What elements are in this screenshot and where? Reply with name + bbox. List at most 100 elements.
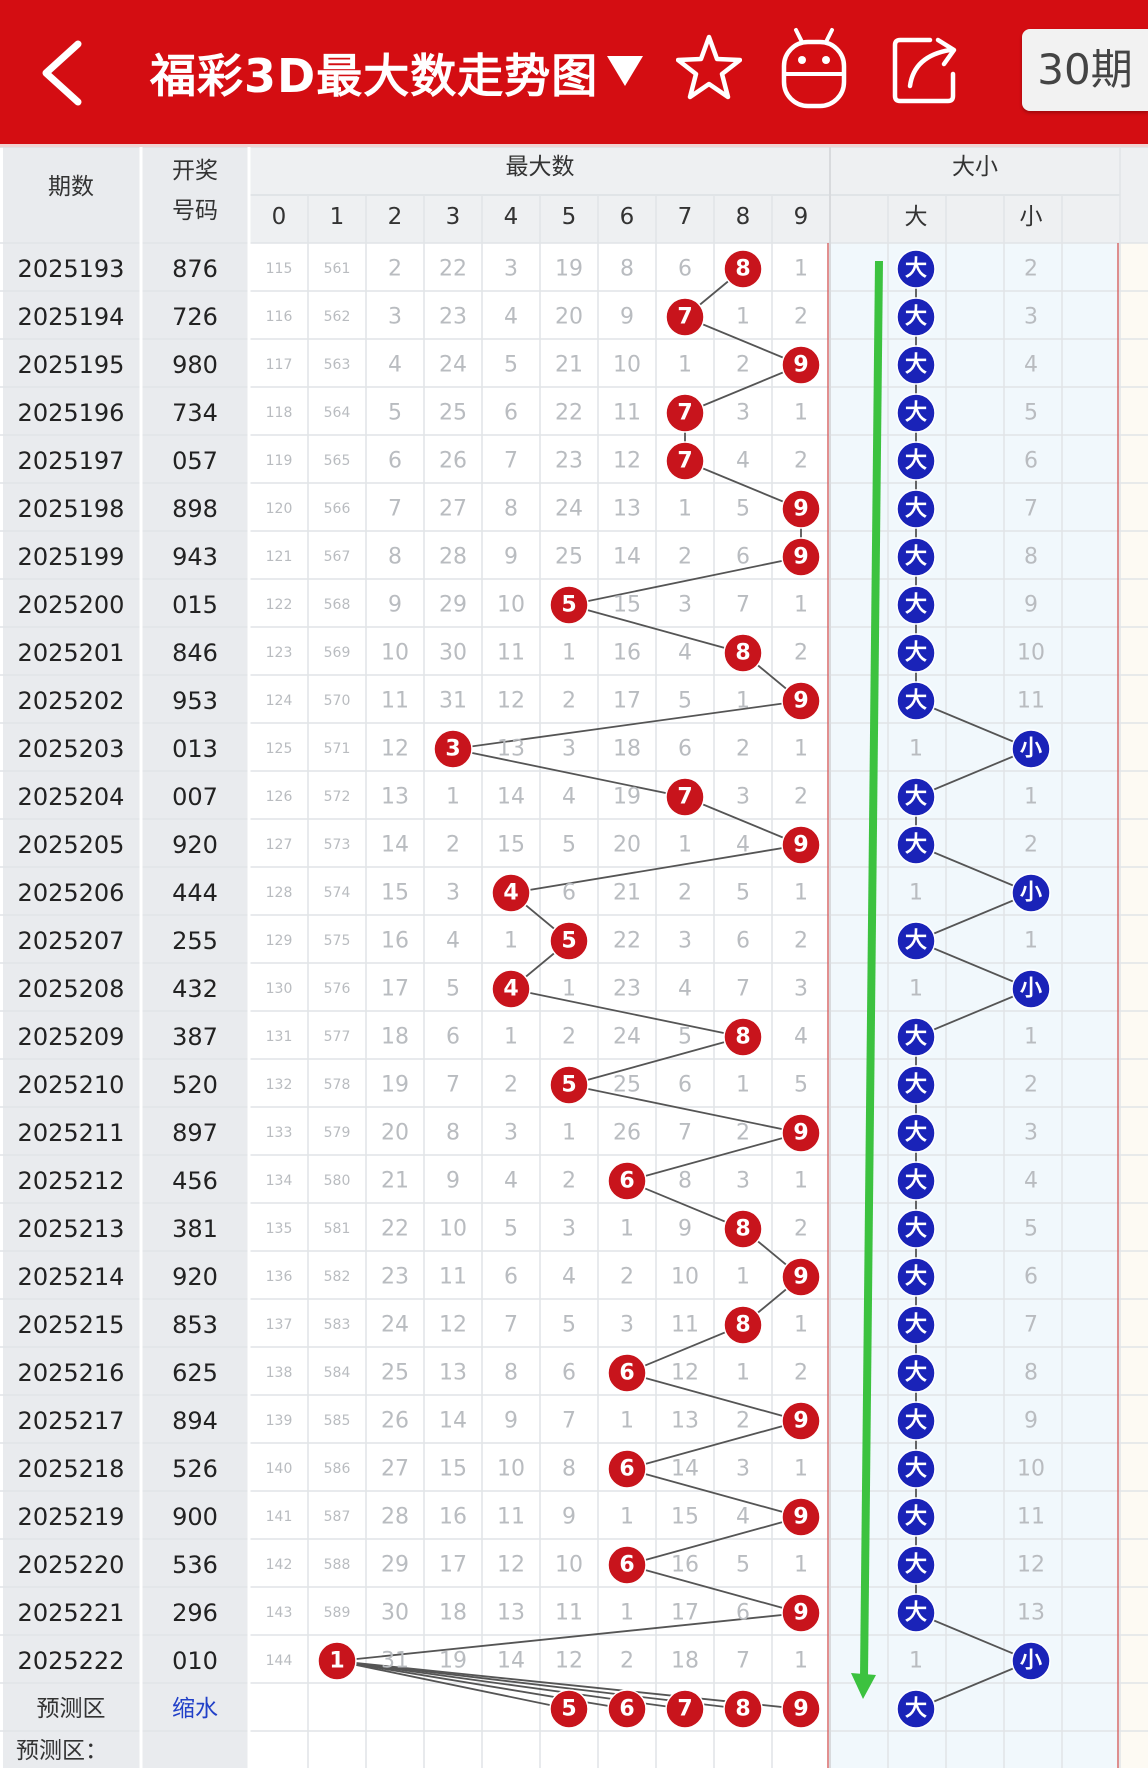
size-ball-big (896, 1065, 936, 1105)
issue-cell: 2025222 (18, 1647, 125, 1675)
miss-value: 5 (562, 833, 576, 858)
android-robot-icon[interactable] (780, 26, 848, 112)
miss-value: 573 (324, 837, 351, 853)
miss-value: 1 (678, 497, 692, 522)
miss-value: 140 (266, 1461, 293, 1477)
max-ball (781, 1593, 821, 1633)
miss-value: 6 (446, 1025, 460, 1050)
miss-value: 1 (562, 641, 576, 666)
miss-value: 13 (497, 737, 525, 762)
page-title[interactable]: 福彩3D最大数走势图 (150, 49, 599, 103)
header-draw-top: 开奖 (172, 158, 218, 184)
size-ball-small-label: 小 (1020, 1649, 1042, 1674)
size-ball-big (896, 1449, 936, 1489)
issue-cell: 2025221 (18, 1599, 125, 1627)
miss-value: 3 (620, 1313, 634, 1338)
max-ball-label: 5 (561, 929, 576, 954)
header-draw-bottom: 号码 (172, 198, 218, 224)
miss-value: 143 (266, 1605, 293, 1621)
predict-value-link[interactable]: 缩水 (172, 1696, 218, 1722)
miss-value: 115 (266, 261, 293, 277)
miss-value: 9 (678, 1217, 692, 1242)
size-ball-big-label: 大 (905, 785, 927, 810)
miss-value: 2 (504, 1073, 518, 1098)
max-ball-label: 6 (619, 1457, 634, 1482)
miss-value: 24 (439, 353, 467, 378)
miss-value: 1 (794, 1313, 808, 1338)
star-icon[interactable] (676, 32, 742, 102)
miss-value: 579 (324, 1125, 351, 1141)
max-ball-label: 7 (677, 785, 692, 810)
miss-value: 3 (388, 305, 402, 330)
miss-small: 6 (1024, 1265, 1038, 1290)
miss-value: 8 (504, 497, 518, 522)
max-ball (781, 345, 821, 385)
max-ball (607, 1353, 647, 1393)
miss-value: 561 (324, 261, 351, 277)
share-icon[interactable] (890, 34, 964, 106)
miss-small: 8 (1024, 1361, 1038, 1386)
max-ball-label: 7 (677, 401, 692, 426)
draw-cell: 387 (172, 1023, 218, 1051)
miss-value: 6 (678, 1073, 692, 1098)
miss-value: 25 (613, 1073, 641, 1098)
size-ball-big (896, 777, 936, 817)
size-ball-big (896, 1209, 936, 1249)
miss-value: 1 (794, 257, 808, 282)
miss-value: 25 (555, 545, 583, 570)
miss-value: 10 (439, 1217, 467, 1242)
miss-value: 14 (613, 545, 641, 570)
miss-big: 1 (909, 977, 923, 1002)
period-select-button[interactable]: 30期 (1022, 29, 1148, 111)
issue-cell: 2025194 (18, 303, 125, 331)
miss-value: 138 (266, 1365, 293, 1381)
miss-value: 1 (794, 401, 808, 426)
miss-value: 4 (446, 929, 460, 954)
miss-value: 13 (497, 1601, 525, 1626)
max-ball-label: 9 (793, 1601, 808, 1626)
miss-value: 2 (736, 1409, 750, 1434)
miss-value: 3 (678, 593, 692, 618)
miss-value: 4 (678, 977, 692, 1002)
issue-cell: 2025207 (18, 927, 125, 955)
issue-cell: 2025204 (18, 783, 125, 811)
predict-max-ball (607, 1689, 647, 1729)
predict-next-label: 预测区： (16, 1738, 108, 1764)
predict-max-ball (549, 1689, 589, 1729)
miss-value: 18 (381, 1025, 409, 1050)
miss-value: 31 (381, 1649, 409, 1674)
predict-max-ball-label: 9 (793, 1697, 808, 1722)
size-ball-big (896, 921, 936, 961)
dropdown-triangle-icon[interactable] (607, 56, 643, 86)
miss-value: 24 (613, 1025, 641, 1050)
size-ball-small (1011, 1641, 1051, 1681)
issue-cell: 2025199 (18, 543, 125, 571)
max-ball-label: 8 (735, 1025, 750, 1050)
miss-value: 16 (671, 1553, 699, 1578)
draw-cell: 898 (172, 495, 218, 523)
miss-value: 5 (504, 353, 518, 378)
miss-value: 1 (736, 1361, 750, 1386)
miss-value: 9 (562, 1505, 576, 1530)
header-size-big: 大 (905, 204, 928, 230)
max-ball-label: 9 (793, 1265, 808, 1290)
draw-cell: 726 (172, 303, 218, 331)
max-ball (549, 1065, 589, 1105)
miss-small: 7 (1024, 497, 1038, 522)
miss-value: 19 (555, 257, 583, 282)
max-ball (607, 1449, 647, 1489)
predict-max-ball-label: 5 (561, 1697, 576, 1722)
size-ball-big (896, 1545, 936, 1585)
back-arrow-icon[interactable] (34, 38, 88, 108)
miss-value: 31 (439, 689, 467, 714)
miss-value: 581 (324, 1221, 351, 1237)
size-ball-big (896, 249, 936, 289)
miss-value: 585 (324, 1413, 351, 1429)
miss-value: 6 (736, 545, 750, 570)
miss-value: 15 (497, 833, 525, 858)
miss-value: 1 (794, 1649, 808, 1674)
miss-value: 3 (446, 881, 460, 906)
miss-value: 11 (497, 1505, 525, 1530)
miss-value: 5 (388, 401, 402, 426)
miss-value: 30 (381, 1601, 409, 1626)
